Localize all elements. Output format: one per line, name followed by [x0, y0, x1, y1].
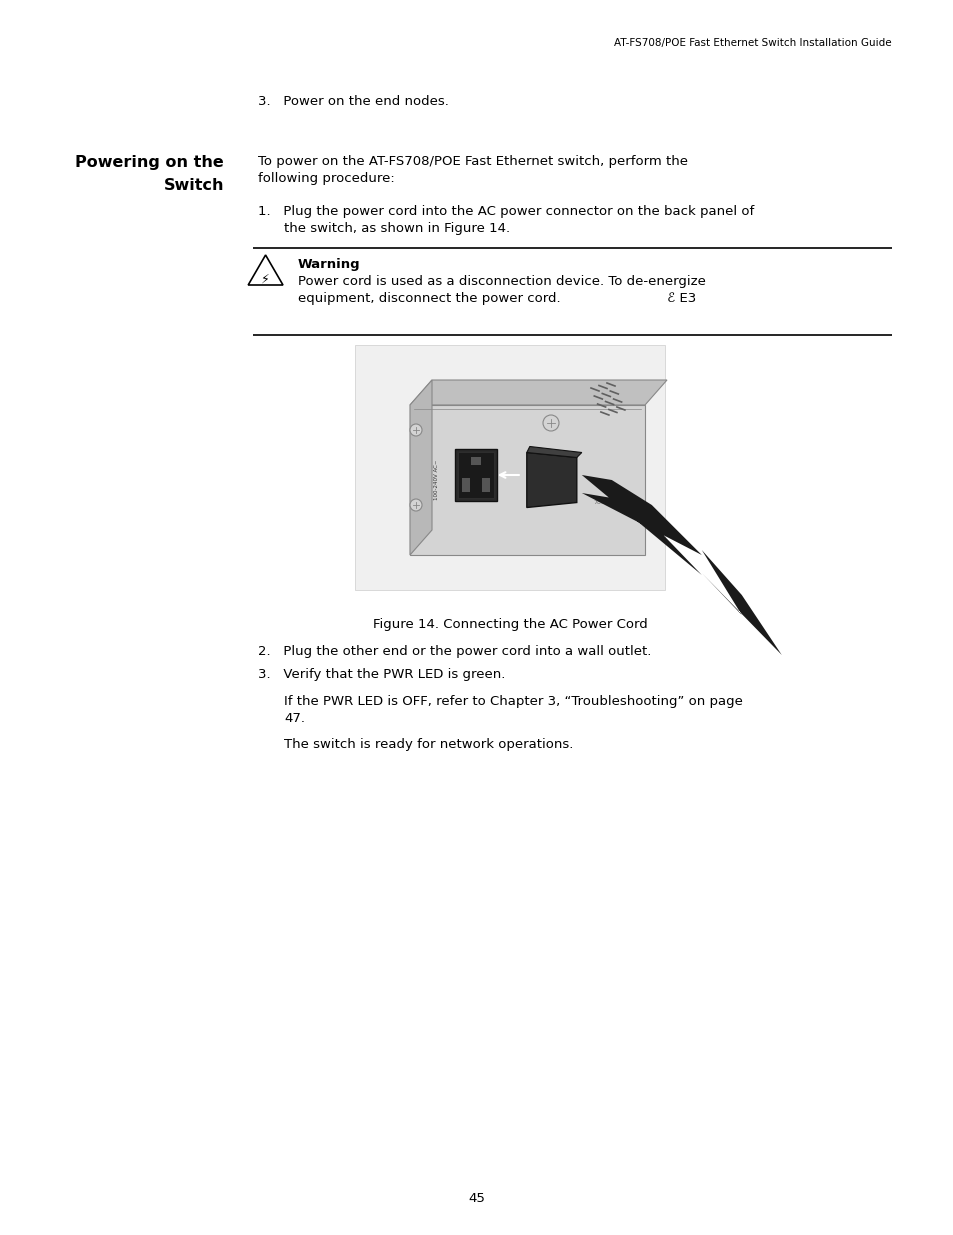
Text: Power cord is used as a disconnection device. To de-energize: Power cord is used as a disconnection de… [297, 275, 704, 288]
Text: 3.   Power on the end nodes.: 3. Power on the end nodes. [257, 95, 448, 107]
Bar [461, 478, 469, 492]
Bar [457, 452, 494, 498]
Text: 100-240V AC~: 100-240V AC~ [434, 459, 438, 500]
Text: 780: 780 [593, 500, 604, 505]
Bar [455, 450, 497, 501]
Circle shape [410, 499, 421, 511]
Bar [355, 345, 664, 590]
Text: Switch: Switch [164, 178, 224, 193]
Text: AT-FS708/POE Fast Ethernet Switch Installation Guide: AT-FS708/POE Fast Ethernet Switch Instal… [614, 38, 891, 48]
Circle shape [410, 424, 421, 436]
Polygon shape [526, 452, 577, 508]
Text: Powering on the: Powering on the [75, 156, 224, 170]
Bar [481, 478, 489, 492]
Bar [471, 457, 480, 466]
Circle shape [542, 415, 558, 431]
Text: equipment, disconnect the power cord.: equipment, disconnect the power cord. [297, 291, 559, 305]
Text: Warning: Warning [297, 258, 360, 270]
Text: ℰ E3: ℰ E3 [662, 291, 695, 305]
Text: following procedure:: following procedure: [257, 172, 394, 185]
Text: If the PWR LED is OFF, refer to Chapter 3, “Troubleshooting” on page: If the PWR LED is OFF, refer to Chapter … [284, 695, 742, 708]
Polygon shape [410, 380, 666, 405]
Polygon shape [410, 405, 644, 555]
Text: To power on the AT-FS708/POE Fast Ethernet switch, perform the: To power on the AT-FS708/POE Fast Ethern… [257, 156, 687, 168]
Polygon shape [701, 550, 781, 680]
Text: 47.: 47. [284, 713, 305, 725]
Text: 1.   Plug the power cord into the AC power connector on the back panel of: 1. Plug the power cord into the AC power… [257, 205, 753, 219]
Polygon shape [248, 254, 283, 285]
Text: 3.   Verify that the PWR LED is green.: 3. Verify that the PWR LED is green. [257, 668, 504, 680]
Polygon shape [581, 475, 701, 576]
Polygon shape [410, 380, 432, 555]
Text: ⚡: ⚡ [261, 273, 270, 285]
Text: 45: 45 [468, 1192, 485, 1205]
Text: Figure 14. Connecting the AC Power Cord: Figure 14. Connecting the AC Power Cord [373, 618, 647, 631]
Text: the switch, as shown in Figure 14.: the switch, as shown in Figure 14. [284, 222, 510, 235]
Polygon shape [526, 447, 581, 457]
Text: 2.   Plug the other end or the power cord into a wall outlet.: 2. Plug the other end or the power cord … [257, 645, 650, 658]
Text: The switch is ready for network operations.: The switch is ready for network operatio… [284, 739, 573, 751]
